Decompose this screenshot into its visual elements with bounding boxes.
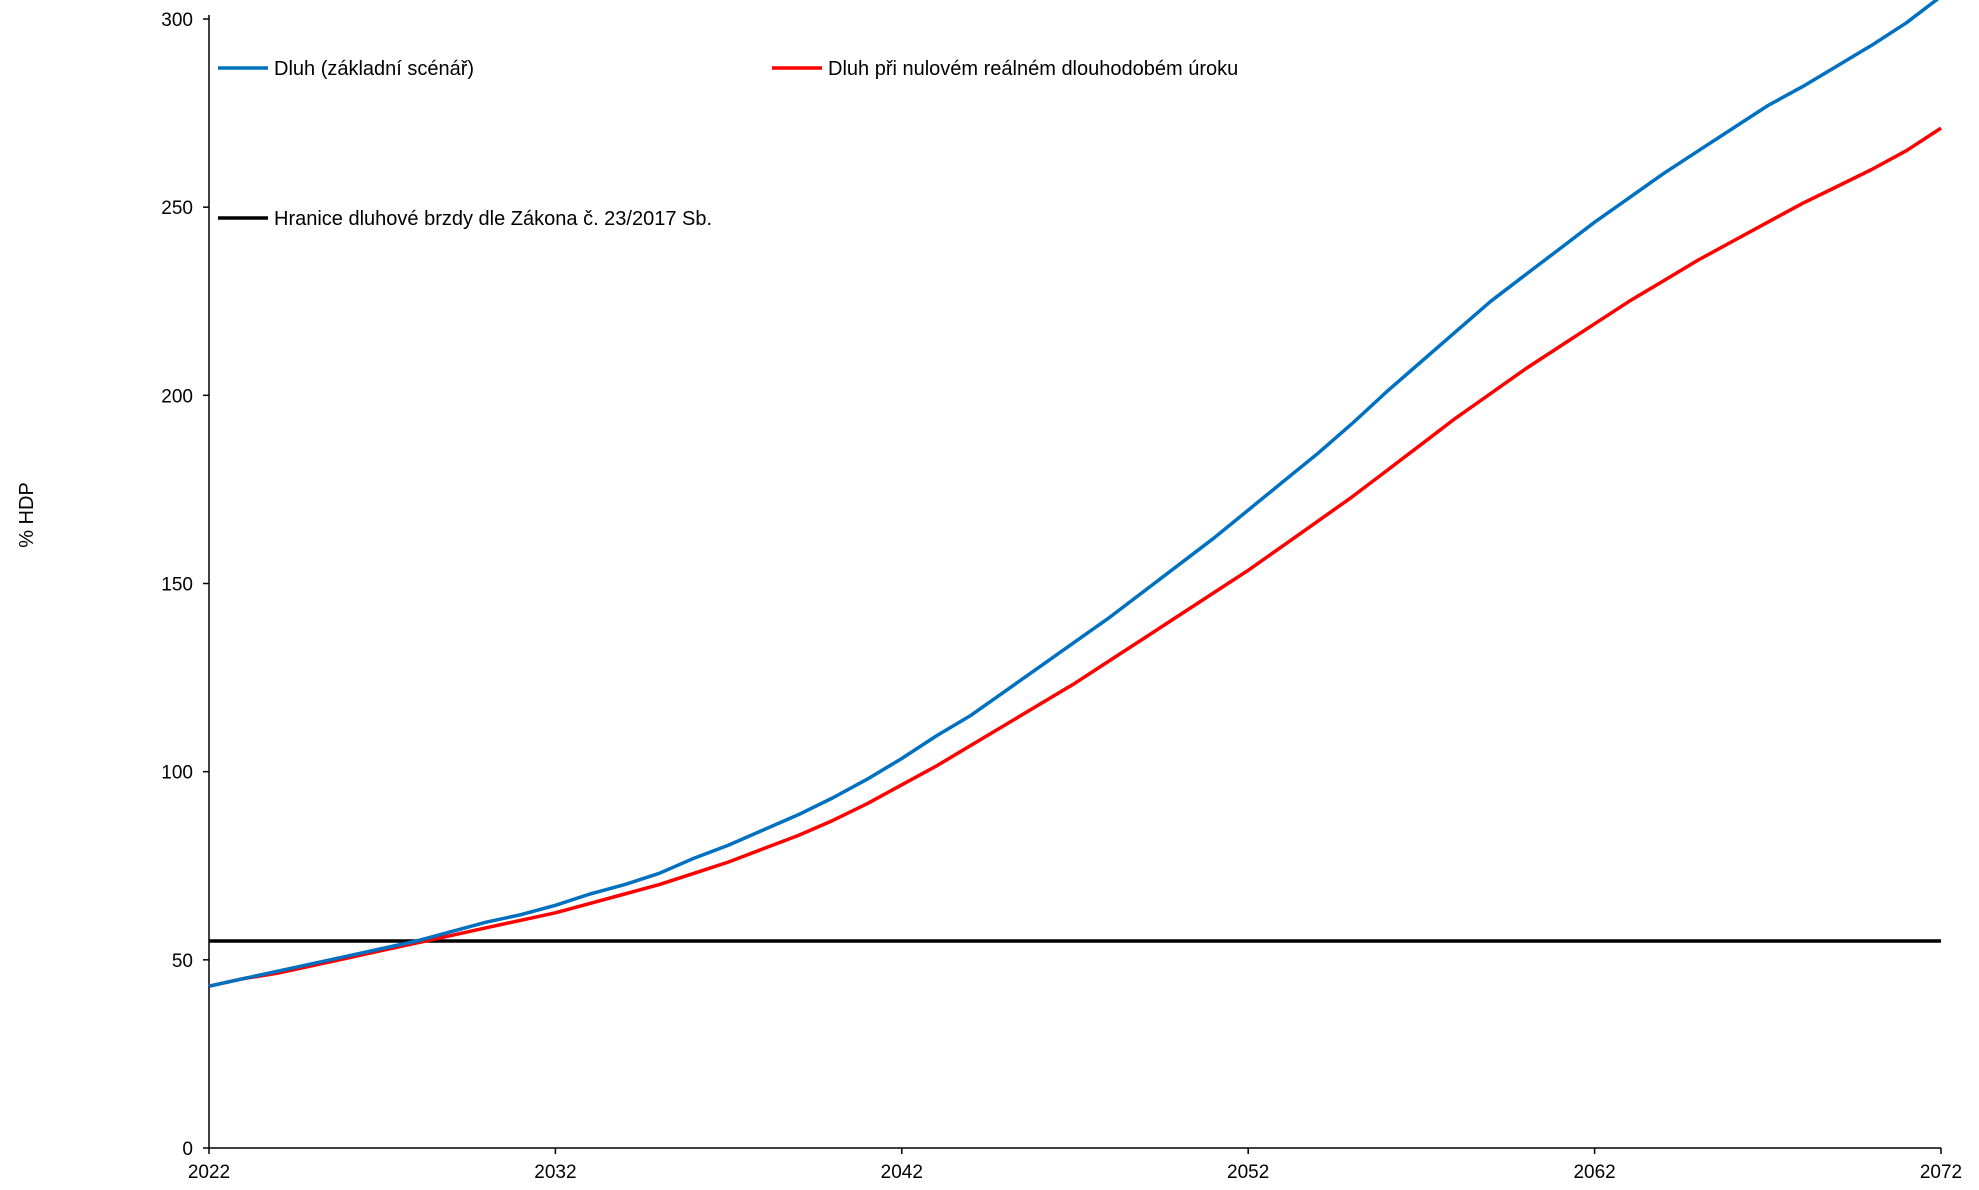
- y-tick-label: 300: [161, 10, 193, 31]
- series-line-0: [208, 0, 1940, 988]
- legend: Dluh (základní scénář) Dluh při nulovém r…: [218, 58, 1238, 230]
- y-tick-label: 50: [172, 951, 193, 972]
- x-tick-label: 2032: [534, 1162, 576, 1183]
- y-tick-label: 250: [161, 198, 193, 219]
- x-tick-label: 2072: [1920, 1162, 1962, 1183]
- legend-label-2: Hranice dluhové brzdy dle Zákona č. 23/2…: [274, 208, 712, 230]
- axes: 0 50 100 150 200 250 300 2022 2032 2042 2052 2062 20…: [161, 10, 1962, 1183]
- y-tick-label: 100: [161, 763, 193, 784]
- x-tick-label: 2052: [1227, 1162, 1269, 1183]
- y-tick-label: 150: [161, 575, 193, 596]
- legend-label-1: Dluh při nulovém reálném dlouhodobém úro…: [828, 58, 1238, 80]
- series-line-1: [208, 126, 1942, 988]
- x-tick-label: 2022: [188, 1162, 230, 1183]
- y-axis-title: % HDP: [16, 482, 38, 548]
- x-tick-label: 2062: [1573, 1162, 1615, 1183]
- x-tick-label: 2042: [881, 1162, 923, 1183]
- y-tick-label: 0: [182, 1139, 193, 1160]
- y-tick-label: 200: [161, 386, 193, 407]
- series-layer: [208, 0, 1942, 988]
- legend-label-0: Dluh (základní scénář): [274, 58, 474, 80]
